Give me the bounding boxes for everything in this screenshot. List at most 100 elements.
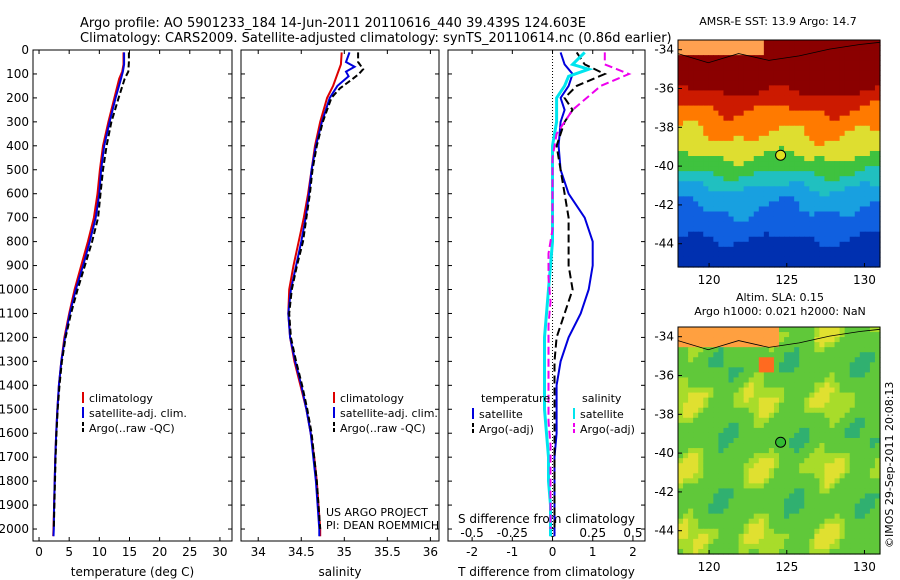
map-cell — [768, 196, 775, 203]
map-cell — [844, 191, 851, 197]
map-cell — [773, 493, 780, 500]
map-cell — [824, 347, 831, 353]
map-cell — [763, 503, 770, 510]
map-cell — [864, 498, 871, 505]
map-cell — [728, 75, 735, 81]
map-cell — [683, 392, 689, 399]
map-cell — [814, 488, 820, 495]
map-cell — [809, 478, 815, 484]
map-cell — [718, 498, 725, 505]
map-cell — [688, 246, 694, 253]
map-cell — [763, 221, 770, 228]
map-cell — [753, 382, 760, 389]
map-cell — [789, 95, 795, 102]
map-cell — [768, 251, 775, 258]
y-tick-label: 1300 — [0, 354, 29, 368]
map-cell — [733, 60, 740, 66]
map-cell — [693, 221, 699, 228]
map-cell — [713, 377, 719, 384]
map-cell — [864, 145, 871, 152]
map-cell — [809, 161, 815, 167]
map-cell — [718, 342, 725, 348]
map-cell — [703, 75, 709, 81]
map-cell — [763, 80, 770, 86]
map-cell — [869, 50, 876, 56]
map-cell — [758, 332, 765, 338]
map-cell — [864, 372, 871, 379]
map-cell — [814, 251, 820, 258]
map-cell — [743, 337, 750, 343]
map-cell — [859, 50, 866, 56]
map-cell — [723, 135, 730, 142]
map-cell — [688, 523, 694, 530]
map-cell — [814, 256, 820, 263]
map-cell — [728, 392, 735, 399]
map-cell — [854, 327, 861, 333]
map-cell — [799, 140, 805, 147]
map-cell — [869, 130, 876, 137]
map-cell — [779, 251, 785, 258]
map-cell — [748, 513, 755, 520]
map-cell — [718, 493, 725, 500]
map-cell — [758, 327, 765, 333]
map-cell — [869, 196, 876, 203]
map-cell — [763, 377, 770, 384]
map-cell — [844, 437, 851, 444]
map-cell — [693, 181, 699, 187]
map-cell — [698, 156, 704, 162]
map-cell — [814, 246, 820, 253]
map-cell — [713, 40, 719, 46]
map-cell — [794, 508, 800, 515]
map-cell — [854, 352, 861, 358]
map-cell — [849, 533, 856, 540]
map-cell — [809, 65, 815, 71]
map-cell — [763, 498, 770, 505]
map-cell — [728, 100, 735, 107]
map-cell — [839, 256, 846, 263]
map-cell — [713, 55, 719, 61]
map-cell — [693, 463, 699, 469]
map-cell — [794, 40, 800, 46]
map-cell — [839, 45, 846, 51]
map-cell — [804, 40, 810, 46]
map-cell — [829, 251, 836, 258]
map-cell — [733, 407, 740, 414]
map-cell — [753, 216, 760, 223]
map-cell — [849, 236, 856, 243]
map-cell — [723, 533, 730, 540]
map-cell — [713, 463, 719, 469]
map-cell — [824, 60, 831, 66]
map-cell — [708, 387, 714, 394]
map-cell — [809, 105, 815, 112]
map-cell — [763, 110, 770, 117]
map-cell — [738, 45, 745, 51]
map-cell — [859, 201, 866, 208]
map-cell — [768, 347, 775, 353]
map-cell — [678, 473, 684, 479]
map-cell — [834, 251, 841, 258]
map-cell — [718, 251, 725, 258]
map-cell — [794, 488, 800, 495]
map-cell — [683, 145, 689, 152]
map-cell — [834, 548, 841, 555]
map-cell — [738, 80, 745, 86]
map-cell — [748, 327, 755, 333]
map-cell — [773, 206, 780, 213]
map-cell — [824, 518, 831, 525]
map-cell — [763, 216, 770, 223]
map-cell — [678, 261, 684, 268]
map-cell — [728, 196, 735, 203]
map-cell — [723, 80, 730, 86]
map-cell — [779, 85, 785, 92]
map-cell — [859, 382, 866, 389]
map-cell — [718, 422, 725, 429]
map-cell — [683, 468, 689, 474]
map-cell — [804, 382, 810, 389]
map-cell — [779, 196, 785, 203]
map-cell — [799, 95, 805, 102]
map-cell — [688, 45, 694, 51]
map-cell — [814, 216, 820, 223]
map-cell — [784, 125, 790, 132]
map-cell — [743, 332, 750, 338]
map-cell — [829, 246, 836, 253]
